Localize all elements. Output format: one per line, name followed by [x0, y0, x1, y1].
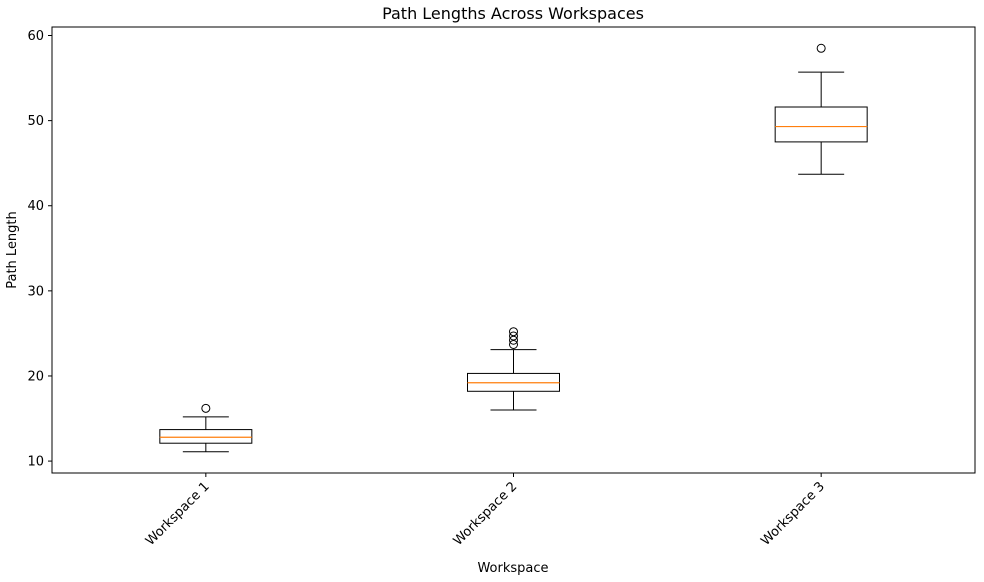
outlier-point [509, 331, 518, 341]
outlier-point [509, 327, 518, 337]
x-axis-title: Workspace [477, 561, 548, 576]
chart-title: Path Lengths Across Workspaces [382, 4, 644, 23]
y-tick-label: 40 [27, 199, 44, 214]
y-tick-label: 20 [27, 369, 44, 384]
outlier-point [201, 403, 211, 413]
box-3 [774, 43, 868, 175]
y-tick-label: 30 [27, 284, 44, 299]
iqr-box [159, 429, 253, 444]
outlier-point [816, 43, 826, 53]
box-series [159, 43, 868, 453]
y-axis-title: Path Length [5, 211, 20, 289]
iqr-box [774, 106, 868, 143]
y-tick-label: 10 [27, 455, 44, 470]
box-1 [159, 403, 253, 453]
outlier-point [509, 339, 518, 349]
outlier-point [509, 335, 518, 345]
plot-area-frame [51, 26, 976, 474]
box-2 [467, 327, 560, 411]
y-axis-ticks: 10 20 30 40 50 60 [27, 29, 52, 470]
y-tick-label: 60 [27, 29, 44, 44]
y-tick-label: 50 [27, 114, 44, 129]
